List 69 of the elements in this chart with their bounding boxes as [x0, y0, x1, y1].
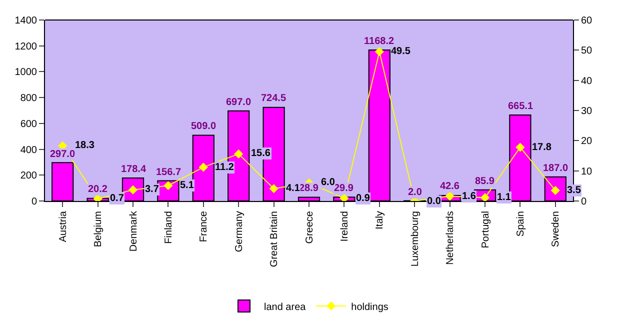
x-tick-label: Belgium — [93, 211, 104, 248]
legend-label: holdings — [351, 302, 388, 313]
data-label: 6.0 — [321, 177, 336, 188]
data-label: 1.1 — [497, 192, 512, 203]
data-label: 0.9 — [356, 193, 370, 204]
data-label: 509.0 — [191, 121, 216, 132]
y-tick-label: 800 — [20, 93, 38, 104]
data-label: 187.0 — [543, 163, 568, 174]
data-label: 3.5 — [567, 185, 582, 196]
point — [445, 192, 454, 201]
point — [234, 149, 244, 158]
data-label: 178.4 — [121, 164, 146, 175]
point — [516, 142, 525, 152]
x-tick-label: Austria — [58, 210, 69, 242]
data-label: 0.0 — [427, 196, 442, 207]
data-label: 20.2 — [88, 184, 108, 195]
y2-tick-label: 40 — [581, 76, 593, 87]
x-tick-label: Germany — [234, 211, 245, 252]
y2-tick-label: 10 — [581, 166, 593, 178]
data-label: 29.9 — [334, 183, 354, 194]
legend-label: land area — [264, 302, 306, 313]
y-tick-label: 600 — [20, 118, 38, 130]
x-tick-label: Great Britain — [269, 211, 280, 268]
x-tick-label: Sweden — [550, 211, 562, 248]
x-tick-label: Denmark — [128, 210, 140, 252]
y2-tick-label: 20 — [581, 136, 593, 148]
data-label: 42.6 — [440, 181, 460, 192]
data-label: 0.7 — [110, 193, 124, 204]
data-label: 2.0 — [408, 187, 422, 198]
point — [198, 162, 208, 172]
data-label: 665.1 — [508, 101, 534, 112]
data-label: 5.1 — [180, 180, 194, 191]
data-label: 697.0 — [226, 97, 252, 108]
y-tick-label: 1000 — [14, 67, 38, 78]
point — [340, 194, 349, 201]
data-label: 1.6 — [462, 191, 476, 202]
data-label: 3.7 — [145, 184, 160, 195]
x-tick-label: Ireland — [339, 211, 350, 242]
point — [269, 184, 278, 194]
data-label: 1168.2 — [364, 36, 394, 47]
x-tick-label: Luxembourg — [410, 211, 421, 267]
x-tick-label: Portugal — [480, 211, 492, 248]
data-label: 17.8 — [532, 142, 552, 153]
data-label: 49.5 — [391, 46, 411, 57]
data-label: 724.5 — [261, 93, 286, 104]
y-tick-label: 200 — [20, 170, 38, 182]
y2-tick-label: 0 — [581, 196, 587, 208]
data-label: 15.6 — [251, 148, 271, 159]
data-label: 4.1 — [286, 183, 300, 194]
y2-tick-label: 60 — [581, 16, 593, 26]
data-label: 28.9 — [299, 183, 319, 194]
y-tick-label: 1200 — [14, 41, 38, 52]
x-tick-label: Finland — [163, 211, 174, 244]
data-label: 156.7 — [156, 167, 182, 178]
x-tick-label: France — [198, 210, 210, 242]
data-label: 297.0 — [50, 149, 76, 160]
x-tick-label: Spain — [515, 211, 526, 237]
data-label: 11.2 — [215, 162, 234, 173]
y-tick-label: 400 — [20, 144, 38, 156]
data-label: 85.9 — [475, 176, 495, 187]
y-tick-label: 0 — [31, 196, 38, 208]
x-tick-label: Italy — [374, 211, 386, 230]
x-tick-label: Greece — [304, 210, 316, 244]
data-label: 18.3 — [75, 140, 95, 151]
y2-tick-label: 50 — [581, 46, 593, 57]
y-tick-label: 1400 — [14, 16, 38, 26]
point — [374, 47, 384, 56]
x-tick-label: Netherlands — [445, 211, 456, 265]
y2-tick-label: 30 — [581, 106, 593, 117]
